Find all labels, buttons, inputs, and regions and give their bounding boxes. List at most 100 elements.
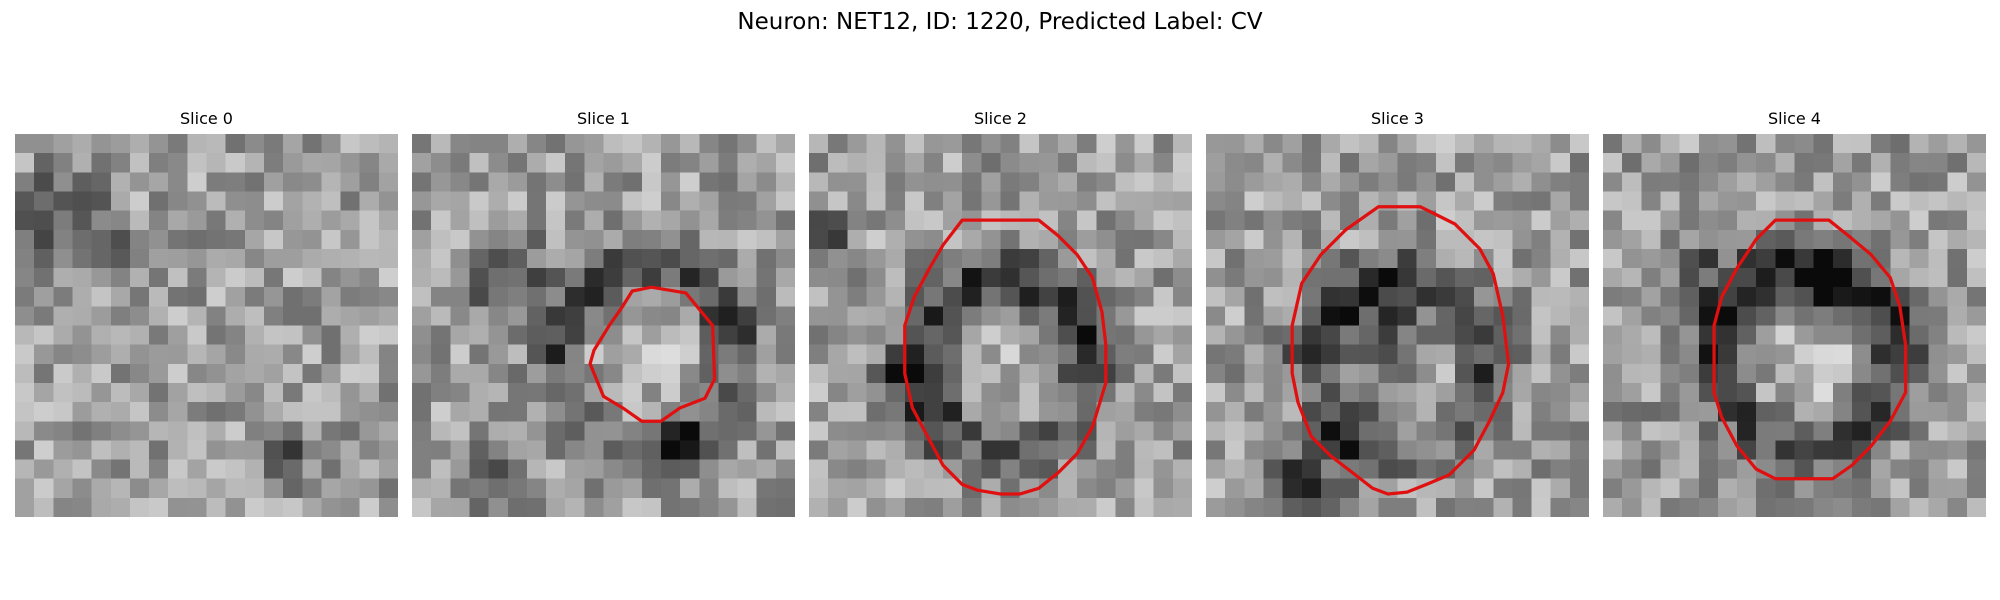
- pixel: [923, 287, 944, 307]
- pixel: [1871, 210, 1891, 231]
- pixel: [1359, 268, 1379, 288]
- pixel: [737, 382, 758, 403]
- pixel: [923, 172, 944, 192]
- pixel: [660, 306, 681, 326]
- pixel: [1301, 478, 1322, 499]
- pixel: [1077, 363, 1097, 384]
- pixel: [1622, 172, 1642, 192]
- pixel: [622, 268, 643, 288]
- pixel: [488, 402, 509, 422]
- pixel: [737, 344, 758, 365]
- pixel: [168, 440, 188, 460]
- pixel: [847, 172, 867, 192]
- pixel: [718, 210, 738, 231]
- pixel: [283, 210, 303, 231]
- pixel: [923, 325, 944, 346]
- pixel: [603, 191, 624, 211]
- pixel: [1641, 248, 1661, 269]
- pixel: [110, 497, 131, 517]
- pixel: [1550, 268, 1571, 288]
- pixel: [129, 306, 150, 326]
- pixel: [641, 191, 662, 211]
- pixel: [1206, 268, 1226, 288]
- pixel: [1263, 497, 1283, 517]
- pixel: [1622, 210, 1642, 231]
- pixel: [775, 440, 795, 460]
- pixel: [885, 229, 906, 250]
- pixel: [1206, 325, 1226, 346]
- pixel: [1454, 248, 1475, 269]
- pixel: [149, 229, 169, 250]
- pixel: [526, 497, 547, 517]
- pixel: [1153, 287, 1174, 307]
- pixel: [923, 497, 944, 517]
- pixel: [603, 478, 624, 499]
- pixel: [866, 402, 886, 422]
- pixel: [34, 287, 54, 307]
- pixel: [1320, 153, 1341, 173]
- pixel: [526, 440, 547, 460]
- pixel: [302, 382, 322, 403]
- pixel: [15, 382, 35, 403]
- pixel: [1134, 153, 1155, 173]
- slice-panel-1: Slice 1: [412, 108, 795, 517]
- pixel: [1115, 134, 1135, 154]
- pixel: [263, 210, 284, 231]
- pixel: [1019, 134, 1040, 154]
- pixel: [1832, 497, 1853, 517]
- pixel: [1622, 363, 1642, 384]
- pixel: [206, 344, 227, 365]
- pixel: [603, 325, 624, 346]
- pixel: [1225, 287, 1245, 307]
- pixel: [1320, 363, 1341, 384]
- pixel: [1832, 191, 1853, 211]
- pixel: [680, 459, 700, 480]
- pixel: [1966, 306, 1986, 326]
- pixel: [809, 402, 829, 422]
- pixel: [1172, 248, 1192, 269]
- pixel: [1756, 440, 1776, 460]
- pixel: [1263, 191, 1283, 211]
- pixel: [168, 287, 188, 307]
- pixel: [923, 344, 944, 365]
- pixel: [1832, 421, 1853, 441]
- pixel: [1474, 172, 1494, 192]
- pixel: [718, 134, 738, 154]
- pixel: [1493, 478, 1513, 499]
- pixel: [641, 478, 662, 499]
- pixel: [1225, 268, 1245, 288]
- pixel: [1794, 306, 1815, 326]
- pixel: [378, 497, 398, 517]
- pixel: [1263, 172, 1283, 192]
- pixel: [1928, 172, 1949, 192]
- pixel: [469, 421, 489, 441]
- pixel: [737, 172, 758, 192]
- pixel: [1454, 134, 1475, 154]
- pixel: [149, 459, 169, 480]
- pixel: [1813, 440, 1834, 460]
- pixel: [1679, 191, 1700, 211]
- pixel: [775, 344, 795, 365]
- pixel: [526, 363, 547, 384]
- pixel: [981, 306, 1001, 326]
- pixel: [1397, 440, 1418, 460]
- pixel: [1244, 134, 1264, 154]
- pixel: [1603, 229, 1623, 250]
- pixel: [91, 459, 112, 480]
- pixel: [565, 363, 585, 384]
- pixel: [718, 229, 738, 250]
- pixel: [1474, 191, 1494, 211]
- pixel: [1206, 210, 1226, 231]
- pixel: [206, 153, 227, 173]
- pixel: [775, 268, 795, 288]
- pixel: [1679, 478, 1700, 499]
- pixel: [1077, 134, 1097, 154]
- pixel: [488, 248, 509, 269]
- pixel: [526, 229, 547, 250]
- pixel: [622, 325, 643, 346]
- pixel: [1263, 421, 1283, 441]
- pixel: [340, 402, 361, 422]
- pixel: [1263, 229, 1283, 250]
- pixel: [1172, 210, 1192, 231]
- pixel: [1416, 172, 1437, 192]
